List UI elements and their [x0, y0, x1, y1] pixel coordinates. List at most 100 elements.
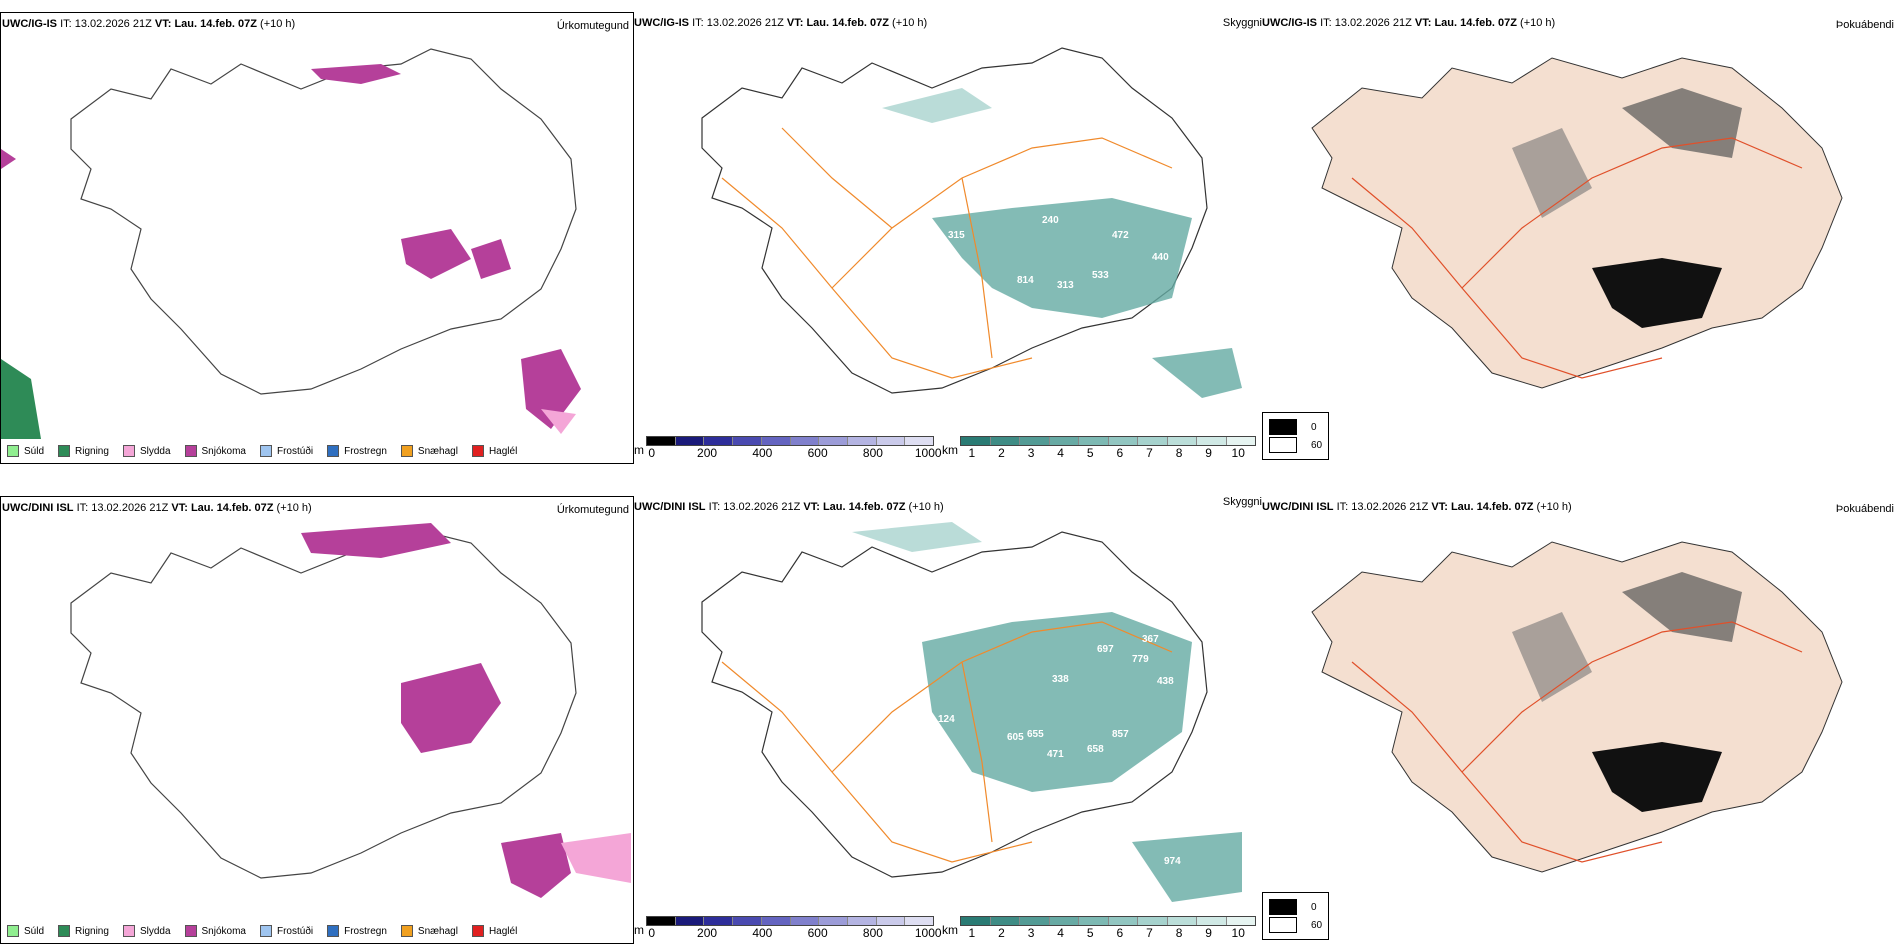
- cloud-legend-label: 60: [1311, 919, 1323, 931]
- cloud-legend-swatch: [1269, 899, 1297, 915]
- legend-label: Haglél: [488, 925, 518, 937]
- colorbar-swatch: [675, 437, 705, 445]
- legend-swatch: [259, 925, 272, 937]
- cbar-m-swatches: [646, 436, 934, 446]
- colorbar-swatch: [647, 437, 676, 445]
- colorbar-tick: 7: [1146, 926, 1153, 940]
- colorbar-swatch: [647, 917, 676, 925]
- vis-label: 124: [938, 714, 955, 725]
- visibility-map: 124 338 697 779 367 438 857 655 471 605 …: [701, 522, 1242, 902]
- legend-item: Haglél: [471, 925, 518, 937]
- legend-swatch: [58, 445, 71, 457]
- colorbar-tick: 8: [1175, 926, 1183, 940]
- colorbar-tick: 5: [1086, 926, 1094, 940]
- legend-item: Slydda: [122, 925, 171, 937]
- model-name: UWC/DINI ISL: [2, 502, 74, 514]
- vis-label: 472: [1112, 230, 1129, 241]
- colorbar-swatch: [1167, 917, 1197, 925]
- cloud-panel-top: UWC/IG-IS IT: 13.02.2026 21Z VT: Lau. 14…: [1262, 12, 1900, 462]
- colorbar-swatch: [990, 437, 1020, 445]
- colorbar-tick: 6: [1116, 926, 1124, 940]
- cbar-km-ticks: 1 2 3 4 5 6 7 8 9 10: [960, 926, 1256, 940]
- snow-area: [521, 349, 581, 429]
- vis-label: 438: [1157, 676, 1174, 687]
- vis-label: 697: [1097, 644, 1114, 655]
- legend-swatch: [122, 445, 135, 457]
- colorbar-swatch: [1138, 917, 1168, 925]
- precip-panel-bottom: UWC/DINI ISL IT: 13.02.2026 21Z VT: Lau.…: [0, 496, 634, 944]
- legend-item: Frostúði: [259, 925, 314, 937]
- colorbar-swatch: [819, 437, 848, 445]
- precip-legend: Súld Rigning Slydda Snjókoma Frostúði Frostre…: [7, 925, 517, 937]
- vis-label: 655: [1027, 729, 1044, 740]
- cloud-legend-item: 60: [1269, 437, 1322, 453]
- colorbar-swatch: [675, 917, 705, 925]
- colorbar-swatch: [1079, 917, 1109, 925]
- colorbar-tick: 10: [1231, 926, 1245, 940]
- vis-label: 857: [1112, 729, 1129, 740]
- legend-label: Frostúði: [276, 925, 314, 937]
- precip-title: Úrkomutegund: [556, 20, 629, 32]
- colorbar-meters: m 0 200 400 600 800 1000: [634, 436, 942, 460]
- colorbar-swatch: [1020, 917, 1050, 925]
- colorbar-tick: 9: [1205, 446, 1212, 460]
- vis-label: 440: [1152, 252, 1169, 263]
- colorbar-swatch: [790, 437, 820, 445]
- iceland-outline: [70, 48, 577, 395]
- colorbar-swatch: [876, 917, 906, 925]
- colorbar-swatch: [819, 917, 848, 925]
- panel-header: UWC/IG-IS IT: 13.02.2026 21Z VT: Lau. 14…: [2, 18, 296, 30]
- legend-label: Slydda: [139, 925, 171, 937]
- legend-label: Frostregn: [344, 925, 387, 937]
- colorbar-tick: 400: [752, 446, 773, 460]
- colorbar-swatch: [847, 917, 877, 925]
- legend-label: Frostúði: [276, 445, 314, 457]
- colorbar-tick: 3: [1027, 926, 1035, 940]
- colorbar-swatch: [1108, 917, 1138, 925]
- legend-swatch: [7, 925, 19, 937]
- vis-label: 338: [1052, 674, 1069, 685]
- legend-swatch: [58, 925, 71, 937]
- colorbar-tick: 600: [807, 926, 828, 940]
- cbar-km-ticks: 1 2 3 4 5 6 7 8 9 10: [960, 446, 1256, 460]
- colorbar-swatch: [990, 917, 1020, 925]
- colorbar-tick: 9: [1205, 926, 1212, 940]
- colorbar-tick: 1000: [914, 926, 942, 940]
- colorbar-swatch: [1226, 917, 1255, 925]
- vis-label: 386: [1142, 185, 1159, 196]
- colorbar-swatch: [847, 437, 877, 445]
- colorbar-tick: 10: [1231, 446, 1245, 460]
- sleet-area: [541, 409, 576, 434]
- colorbar-swatch: [733, 917, 762, 925]
- colorbar-swatch: [704, 917, 734, 925]
- snow-area: [401, 229, 471, 279]
- colorbar-tick: 0: [648, 926, 656, 940]
- panel-header: UWC/IG-IS IT: 13.02.2026 21Z VT: Lau. 14…: [1262, 17, 1556, 29]
- legend-swatch: [471, 925, 484, 937]
- legend-label: Súld: [24, 925, 45, 937]
- legend-item: Snjókoma: [184, 925, 246, 937]
- colorbar-tick: 8: [1175, 446, 1183, 460]
- colorbar-tick: 3: [1027, 446, 1035, 460]
- legend-swatch: [471, 445, 484, 457]
- vis-label: 658: [1087, 744, 1104, 755]
- cbar-m-swatches: [646, 916, 934, 926]
- precip-panel-top: UWC/IG-IS IT: 13.02.2026 21Z VT: Lau. 14…: [0, 12, 634, 464]
- colorbar-swatch: [876, 437, 906, 445]
- legend-swatch: [184, 925, 197, 937]
- colorbar-swatch: [961, 917, 991, 925]
- visibility-panel-bottom: UWC/DINI ISL IT: 13.02.2026 21Z VT: Lau.…: [632, 496, 1262, 946]
- legend-swatch: [400, 445, 413, 457]
- visibility-map: 315 814 313 533 472 440 240 386: [701, 47, 1242, 398]
- vis-label: 367: [1142, 634, 1159, 645]
- colorbar-tick: 1: [968, 446, 976, 460]
- legend-swatch: [259, 445, 272, 457]
- visibility-title: Skyggni: [1222, 17, 1262, 29]
- snow-area: [1, 149, 16, 169]
- colorbar-km: km 1 2 3 4 5 6 7 8 9 10: [942, 916, 1256, 940]
- cloud-legend: 0 60: [1262, 892, 1330, 940]
- colorbar-swatch: [905, 917, 934, 925]
- cloud-legend: 0 60: [1262, 412, 1330, 460]
- colorbar-swatch: [1079, 437, 1109, 445]
- cloud-title: Þokuábendi: [1835, 19, 1894, 31]
